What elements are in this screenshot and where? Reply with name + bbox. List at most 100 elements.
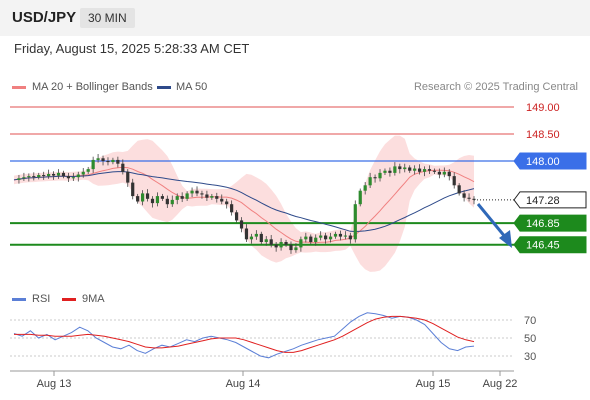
price-tag-3	[513, 191, 587, 209]
moving-averages	[13, 166, 475, 244]
candle-body-1	[17, 178, 21, 180]
candle-body-48	[249, 236, 254, 240]
candle-body-57	[294, 247, 298, 251]
candle-body-69	[353, 204, 357, 240]
candle-body-66	[338, 233, 343, 237]
candle-body-87	[442, 171, 446, 175]
candle-body-67	[343, 235, 347, 237]
candle-body-90	[457, 185, 461, 194]
price-label-3: 147.28	[526, 195, 560, 207]
x-tick-label-1: Aug 14	[226, 378, 261, 390]
candle-body-74	[378, 172, 382, 179]
candle-body-5	[37, 175, 41, 178]
candle-body-32	[170, 199, 174, 205]
candle-body-20	[111, 159, 115, 163]
candle-body-84	[427, 169, 432, 171]
candle-body-68	[348, 235, 352, 240]
candle-body-8	[51, 173, 56, 176]
candle-body-14	[81, 171, 85, 175]
chart-header: USD/JPY 30 MIN	[0, 0, 590, 36]
rsi-ma-legend-swatch	[62, 298, 76, 301]
candle-body-28	[150, 198, 155, 204]
candle-body-51	[264, 239, 268, 242]
candle-body-27	[145, 193, 150, 199]
rsi-legend-swatch	[12, 298, 26, 301]
candle-body-56	[289, 244, 293, 251]
candle-body-49	[254, 233, 258, 237]
candle-body-81	[413, 168, 417, 171]
price-labels: 149.00 148.50 148.00 147.28 146.85 146.45	[513, 102, 587, 254]
candle-body-78	[398, 166, 402, 170]
candle-body-71	[363, 185, 367, 191]
ma50-line	[13, 171, 475, 233]
price-label-4: 146.85	[526, 218, 560, 230]
candle-body-53	[274, 244, 278, 248]
candle-body-50	[259, 233, 263, 242]
currency-pair-title: USD/JPY	[12, 9, 77, 26]
candle-body-18	[101, 158, 105, 161]
candle-body-45	[234, 212, 239, 221]
candle-body-40	[210, 196, 214, 198]
candle-body-63	[324, 235, 328, 240]
rsi-tick-0: 70	[524, 315, 536, 327]
candle-body-12	[71, 177, 75, 179]
candle-body-59	[304, 236, 308, 240]
candle-body-86	[437, 171, 441, 175]
candle-body-23	[126, 171, 130, 183]
candle-body-9	[56, 172, 61, 176]
candle-body-61	[314, 237, 318, 242]
candle-body-82	[417, 168, 422, 172]
candle-body-76	[388, 170, 392, 173]
candle-body-15	[86, 169, 90, 172]
rsi-line	[13, 312, 475, 359]
candle-body-44	[230, 204, 234, 213]
candle-body-37	[195, 190, 199, 194]
x-tick-label-0: Aug 13	[37, 378, 72, 390]
rsi-panel: 70 50 30	[10, 312, 536, 363]
candle-body-77	[393, 166, 397, 173]
candle-body-2	[22, 177, 26, 179]
candle-body-65	[333, 233, 338, 237]
candles	[17, 153, 476, 254]
rsi-legend-label: RSI	[32, 293, 51, 305]
candle-body-47	[244, 228, 249, 240]
candle-body-89	[452, 176, 456, 186]
price-label-5: 146.45	[526, 240, 560, 252]
candle-body-41	[215, 196, 219, 199]
candle-body-75	[383, 170, 387, 173]
candle-body-31	[165, 198, 169, 205]
ma50-legend-label: MA 50	[176, 81, 208, 93]
price-tag-5	[513, 236, 587, 254]
candle-body-43	[225, 201, 229, 205]
timeframe-button[interactable]: 30 MIN	[80, 8, 135, 28]
price-tag-4	[513, 214, 587, 232]
candle-body-72	[368, 177, 372, 186]
candle-body-92	[467, 197, 471, 199]
candle-body-55	[284, 242, 288, 245]
candle-body-83	[422, 169, 427, 172]
candle-body-19	[106, 161, 110, 163]
bollinger-band-area	[14, 135, 474, 272]
candle-body-73	[373, 177, 377, 179]
candle-body-80	[408, 167, 412, 171]
candle-body-93	[472, 198, 476, 200]
candle-body-64	[328, 236, 333, 240]
candle-body-21	[116, 159, 120, 164]
research-credit: Research © 2025 Trading Central	[413, 81, 578, 93]
candle-body-36	[190, 190, 194, 194]
candle-body-52	[269, 239, 273, 245]
ma20-legend-swatch	[12, 86, 26, 89]
candle-body-4	[32, 176, 36, 178]
candle-body-11	[66, 176, 71, 179]
candle-body-38	[200, 193, 204, 195]
candle-body-10	[61, 172, 66, 177]
candle-body-7	[47, 173, 51, 177]
rsi-ma-legend-label: 9MA	[82, 293, 105, 305]
time-axis: Aug 13 Aug 14 Aug 15 Aug 22	[10, 370, 517, 390]
candle-body-88	[447, 171, 451, 177]
candle-body-6	[42, 175, 46, 177]
price-label-2: 148.00	[526, 156, 560, 168]
candle-body-70	[358, 190, 362, 205]
candle-body-60	[309, 236, 313, 242]
